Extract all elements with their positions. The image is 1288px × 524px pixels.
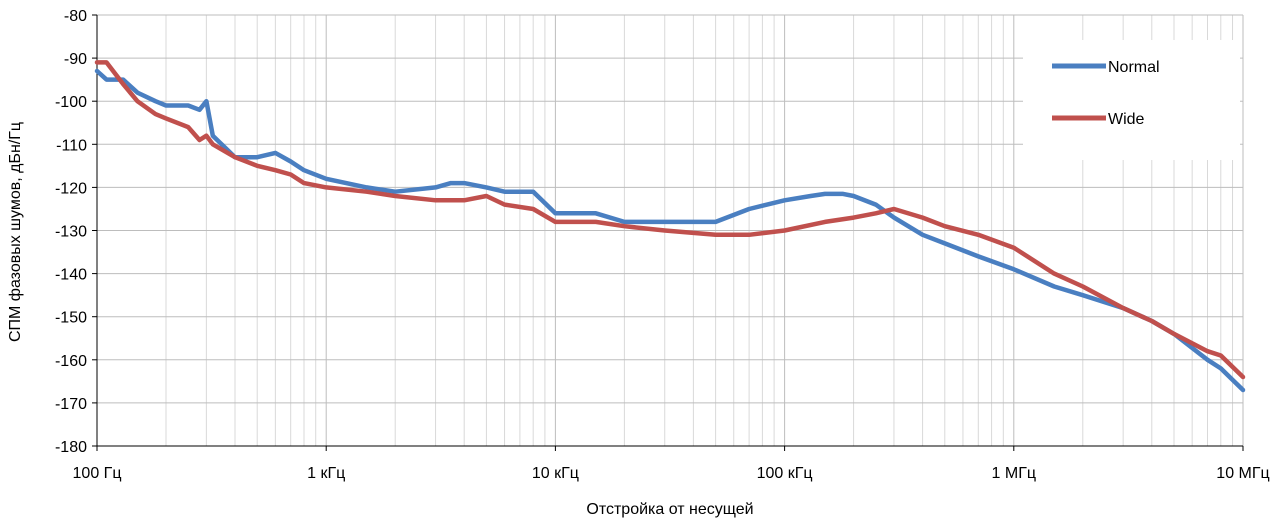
y-tick-label: -110 [56, 137, 87, 154]
series-layer [94, 60, 1246, 393]
x-tick-label: 100 кГц [757, 465, 813, 482]
y-tick-label: -90 [64, 51, 87, 68]
y-axis-title: СПМ фазовых шумов, дБн/Гц [7, 122, 24, 342]
y-tick-label: -170 [55, 396, 87, 413]
y-tick-label: -160 [55, 353, 87, 370]
legend-label-wide: Wide [1108, 111, 1145, 128]
x-tick-label: 1 кГц [307, 465, 345, 482]
y-tick-label: -180 [55, 439, 87, 456]
legend: Normal Wide [1023, 40, 1240, 160]
tick-labels: -80 -90 -100 -110 -120 -130 -140 -150 -160 -170 -1… [55, 8, 1270, 482]
axis-layer [92, 14, 1244, 451]
x-axis-title: Отстройка от несущей [586, 501, 753, 518]
legend-box [1023, 40, 1240, 160]
x-tick-label: 10 МГц [1216, 465, 1269, 482]
x-tick-label: 1 МГц [992, 465, 1037, 482]
y-tick-label: -130 [55, 224, 87, 241]
x-tick-label: 100 Гц [73, 465, 122, 482]
series-line-normal [94, 68, 1246, 393]
y-tick-label: -150 [55, 310, 87, 327]
y-tick-label: -140 [55, 267, 87, 284]
legend-label-normal: Normal [1108, 59, 1160, 76]
y-tick-label: -120 [55, 180, 87, 197]
grid-layer [96, 14, 1244, 447]
y-tick-label: -100 [55, 94, 87, 111]
x-tick-label: 10 кГц [532, 465, 579, 482]
series-line-wide [94, 60, 1246, 380]
y-tick-label: -80 [64, 8, 87, 25]
